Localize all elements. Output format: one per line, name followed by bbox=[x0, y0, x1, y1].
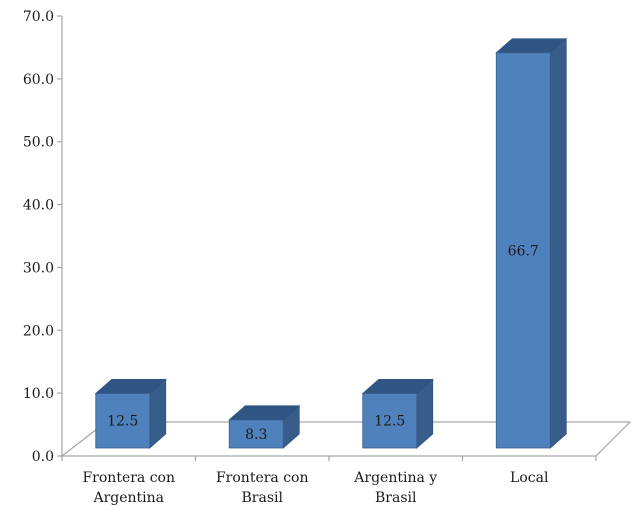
bars bbox=[96, 39, 567, 448]
data-label: 8.3 bbox=[245, 427, 267, 443]
y-tick-label: 40.0 bbox=[23, 198, 54, 214]
x-category-label: Argentina y Brasil bbox=[353, 470, 437, 506]
labels: 12.5 Frontera con Argentina 8.3 Frontera con… bbox=[82, 243, 548, 506]
x-category-label: Frontera con Brasil bbox=[216, 470, 309, 506]
y-tick-label: 10.0 bbox=[23, 386, 54, 402]
y-tick-label: 0.0 bbox=[32, 449, 54, 465]
y-tick-label: 70.0 bbox=[23, 9, 54, 25]
bar-side-face bbox=[550, 39, 566, 448]
y-tick-label: 20.0 bbox=[23, 323, 54, 339]
y-tick-label: 60.0 bbox=[23, 72, 54, 88]
data-label: 12.5 bbox=[107, 414, 138, 430]
data-label: 12.5 bbox=[374, 414, 405, 430]
x-category-label: Local bbox=[510, 470, 549, 486]
x-category-label: Frontera con Argentina bbox=[82, 470, 175, 506]
y-tick-label: 50.0 bbox=[23, 135, 54, 151]
y-tick-label: 30.0 bbox=[23, 260, 54, 276]
data-label: 66.7 bbox=[508, 243, 539, 259]
